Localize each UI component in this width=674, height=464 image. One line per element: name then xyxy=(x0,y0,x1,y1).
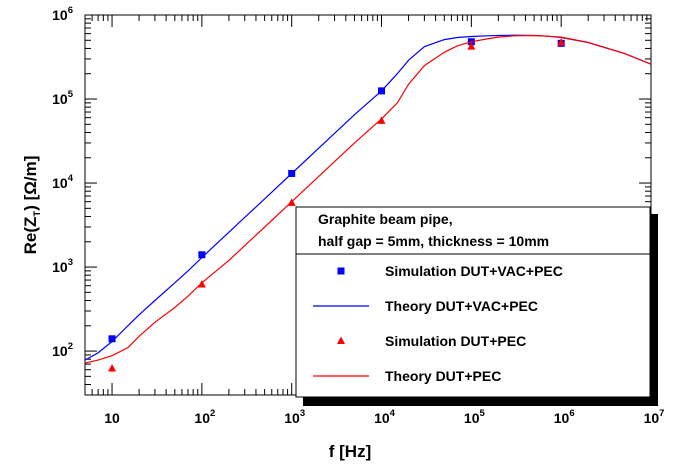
y-tick-label: 104 xyxy=(52,173,74,191)
x-tick-label: 10 xyxy=(104,410,120,426)
x-tick-label: 105 xyxy=(464,408,486,426)
x-tick-label: 104 xyxy=(374,408,396,426)
legend-label-3: Theory DUT+PEC xyxy=(385,368,501,384)
legend-label-1: Theory DUT+VAC+PEC xyxy=(385,298,538,314)
series-point-2 xyxy=(108,364,117,372)
x-tick-label: 107 xyxy=(644,408,665,426)
legend-entries: Simulation DUT+VAC+PEC Theory DUT+VAC+PEC… xyxy=(313,263,563,384)
y-tick-label: 102 xyxy=(52,341,73,359)
legend: Graphite beam pipe, half gap = 5mm, thic… xyxy=(295,206,658,406)
legend-swatch-2 xyxy=(337,336,345,344)
legend-swatch-0 xyxy=(337,267,345,275)
x-tick-label: 102 xyxy=(194,408,215,426)
x-tick-label: 106 xyxy=(554,408,575,426)
series-point-2 xyxy=(377,116,386,124)
y-tick-label: 103 xyxy=(52,257,73,275)
series-point-2 xyxy=(557,38,566,46)
series-layer xyxy=(84,34,652,372)
y-tick-label: 106 xyxy=(52,5,73,23)
legend-box xyxy=(295,206,651,398)
series-point-0 xyxy=(198,251,206,259)
legend-label-2: Simulation DUT+PEC xyxy=(385,333,526,349)
y-tick-label: 105 xyxy=(52,89,74,107)
series-point-0 xyxy=(108,335,116,343)
legend-header-line1: Graphite beam pipe, xyxy=(318,211,453,227)
series-point-2 xyxy=(197,279,206,288)
x-tick-label: 103 xyxy=(284,408,305,426)
legend-header-line2: half gap = 5mm, thickness = 10mm xyxy=(318,233,549,249)
y-axis-title: Re(ZT) [Ω/m] xyxy=(21,156,43,255)
tick-labels: 10 102 103 104 105 106 107 102 103 104 105 106 xyxy=(52,5,664,426)
x-axis-title: f [Hz] xyxy=(329,442,371,461)
series-line-3 xyxy=(84,34,652,364)
series-point-2 xyxy=(467,42,476,50)
legend-label-0: Simulation DUT+VAC+PEC xyxy=(385,263,563,279)
